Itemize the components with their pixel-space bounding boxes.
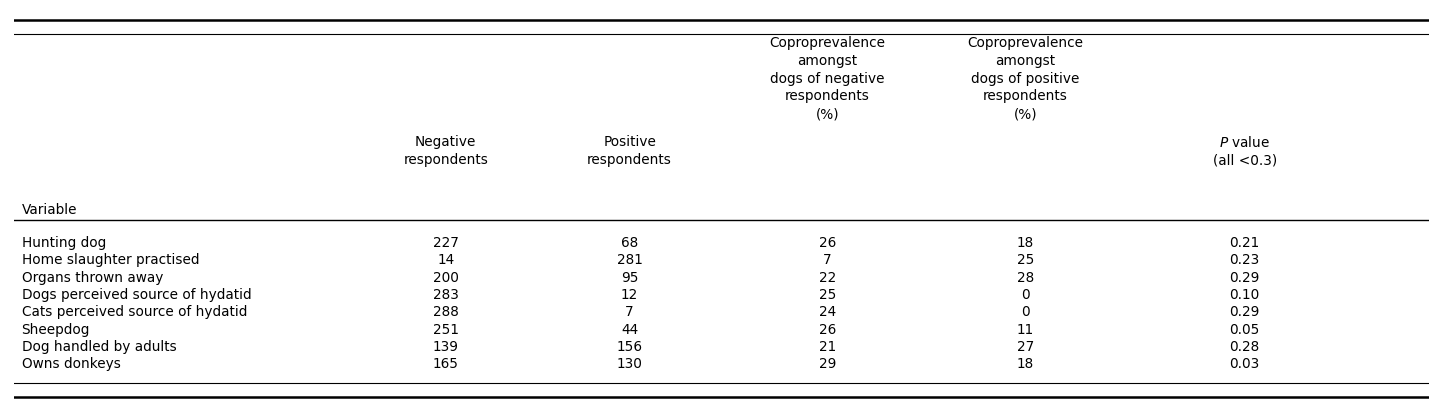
Text: 251: 251	[433, 323, 459, 337]
Text: 0.05: 0.05	[1229, 323, 1260, 337]
Text: 0.28: 0.28	[1229, 340, 1260, 354]
Text: 95: 95	[620, 271, 638, 285]
Text: 0: 0	[1022, 305, 1030, 320]
Text: 26: 26	[820, 323, 835, 337]
Text: Dog handled by adults: Dog handled by adults	[22, 340, 176, 354]
Text: Owns donkeys: Owns donkeys	[22, 358, 120, 371]
Text: 25: 25	[1017, 253, 1035, 267]
Text: 12: 12	[620, 288, 638, 302]
Text: 0.29: 0.29	[1229, 271, 1260, 285]
Text: 130: 130	[616, 358, 642, 371]
Text: 0.23: 0.23	[1229, 253, 1260, 267]
Text: 227: 227	[433, 236, 459, 250]
Text: Sheepdog: Sheepdog	[22, 323, 89, 337]
Text: 0.10: 0.10	[1229, 288, 1260, 302]
Text: 22: 22	[820, 271, 835, 285]
Text: Cats perceived source of hydatid: Cats perceived source of hydatid	[22, 305, 247, 320]
Text: 18: 18	[1017, 236, 1035, 250]
Text: 18: 18	[1017, 358, 1035, 371]
Text: 25: 25	[818, 288, 837, 302]
Text: 28: 28	[1017, 271, 1035, 285]
Text: Coproprevalence
amongst
dogs of negative
respondents
(%): Coproprevalence amongst dogs of negative…	[769, 36, 886, 121]
Text: 288: 288	[433, 305, 459, 320]
Text: 11: 11	[1017, 323, 1035, 337]
Text: 7: 7	[625, 305, 633, 320]
Text: Organs thrown away: Organs thrown away	[22, 271, 163, 285]
Text: 14: 14	[437, 253, 455, 267]
Text: 44: 44	[620, 323, 638, 337]
Text: Hunting dog: Hunting dog	[22, 236, 105, 250]
Text: 7: 7	[824, 253, 831, 267]
Text: 200: 200	[433, 271, 459, 285]
Text: 283: 283	[433, 288, 459, 302]
Text: Home slaughter practised: Home slaughter practised	[22, 253, 199, 267]
Text: 165: 165	[433, 358, 459, 371]
Text: 26: 26	[820, 236, 835, 250]
Text: 156: 156	[616, 340, 642, 354]
Text: 21: 21	[820, 340, 835, 354]
Text: Variable: Variable	[22, 202, 76, 217]
Text: 29: 29	[818, 358, 837, 371]
Text: 27: 27	[1017, 340, 1035, 354]
Text: Dogs perceived source of hydatid: Dogs perceived source of hydatid	[22, 288, 251, 302]
Text: 281: 281	[616, 253, 642, 267]
Text: Positive
respondents: Positive respondents	[587, 135, 672, 167]
Text: 139: 139	[433, 340, 459, 354]
Text: 68: 68	[620, 236, 638, 250]
Text: 0.21: 0.21	[1229, 236, 1260, 250]
Text: Coproprevalence
amongst
dogs of positive
respondents
(%): Coproprevalence amongst dogs of positive…	[968, 36, 1084, 121]
Text: Negative
respondents: Negative respondents	[403, 135, 488, 167]
Text: 0.29: 0.29	[1229, 305, 1260, 320]
Text: $P$ value
(all <0.3): $P$ value (all <0.3)	[1212, 135, 1277, 168]
Text: 24: 24	[820, 305, 835, 320]
Text: 0: 0	[1022, 288, 1030, 302]
Text: 0.03: 0.03	[1229, 358, 1260, 371]
